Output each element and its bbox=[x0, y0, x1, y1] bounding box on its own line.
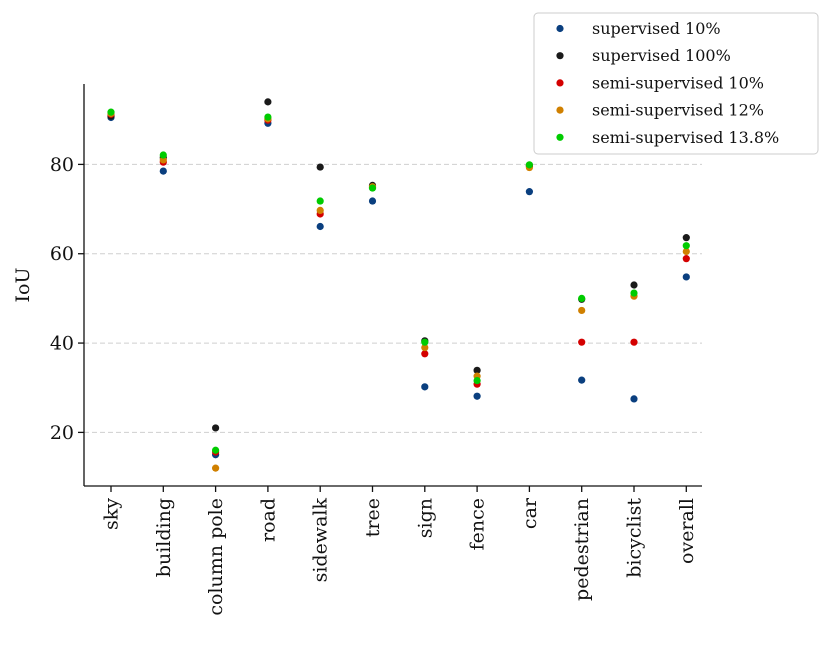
legend-marker bbox=[556, 79, 564, 87]
data-point bbox=[421, 350, 429, 358]
grid-lines bbox=[84, 163, 702, 433]
data-point bbox=[159, 151, 167, 159]
data-point bbox=[682, 273, 690, 281]
data-point bbox=[578, 338, 586, 346]
x-tick-label: pedestrian bbox=[571, 498, 593, 601]
x-tick-label: car bbox=[519, 497, 541, 529]
data-point bbox=[421, 343, 429, 352]
data-point bbox=[630, 338, 638, 346]
data-point bbox=[316, 163, 324, 171]
legend: supervised 10% supervised 100% semi-superv… bbox=[533, 12, 819, 155]
data-point bbox=[578, 376, 586, 384]
y-axis-label: IoU bbox=[12, 268, 34, 303]
x-tick-label: overall bbox=[676, 498, 698, 564]
legend-marker bbox=[556, 24, 564, 33]
legend-label: supervised 100% bbox=[592, 46, 731, 65]
data-point bbox=[107, 108, 115, 116]
x-tick-label: column pole bbox=[205, 498, 227, 616]
data-point bbox=[159, 167, 167, 175]
data-point bbox=[316, 222, 324, 231]
x-tick-label: fence bbox=[467, 498, 489, 550]
data-point bbox=[630, 289, 638, 297]
data-point bbox=[368, 184, 377, 192]
x-tick-label: building bbox=[153, 498, 175, 577]
data-points bbox=[107, 98, 690, 472]
x-tick-label: bicyclist bbox=[624, 498, 646, 578]
axes bbox=[83, 84, 702, 487]
legend-label: semi-supervised 12% bbox=[592, 101, 764, 120]
legend-label: supervised 10% bbox=[592, 19, 721, 38]
data-point bbox=[316, 197, 324, 205]
data-point bbox=[682, 255, 690, 263]
y-tick-label: 80 bbox=[50, 154, 74, 176]
legend-label: semi-supervised 10% bbox=[592, 73, 764, 92]
data-point bbox=[682, 234, 690, 242]
data-point bbox=[578, 306, 586, 315]
data-point bbox=[525, 188, 534, 196]
x-tick-label: sidewalk bbox=[310, 498, 332, 583]
x-ticks: sky building column pole road sidewalk tree si… bbox=[101, 486, 698, 616]
data-point bbox=[212, 464, 220, 472]
data-point bbox=[578, 294, 586, 302]
data-point bbox=[264, 98, 272, 106]
data-point bbox=[316, 206, 324, 215]
legend-box bbox=[533, 12, 819, 155]
data-point bbox=[473, 366, 481, 374]
legend-marker bbox=[556, 133, 564, 141]
data-point bbox=[630, 395, 638, 403]
legend-marker bbox=[556, 52, 564, 60]
legend-label: semi-supervised 13.8% bbox=[592, 128, 779, 147]
y-ticks: 20 40 60 80 bbox=[50, 154, 84, 444]
y-tick-label: 20 bbox=[50, 422, 74, 444]
data-point bbox=[421, 338, 429, 346]
data-point bbox=[212, 424, 220, 432]
data-point bbox=[264, 113, 272, 121]
data-point bbox=[368, 197, 377, 205]
data-point bbox=[212, 446, 220, 454]
x-tick-label: sign bbox=[414, 498, 436, 538]
data-point bbox=[682, 247, 690, 256]
y-tick-label: 40 bbox=[50, 333, 74, 355]
data-point bbox=[473, 392, 481, 400]
data-point bbox=[525, 161, 534, 169]
data-point bbox=[630, 281, 638, 289]
data-point bbox=[473, 376, 481, 385]
y-tick-label: 60 bbox=[50, 243, 74, 265]
data-point bbox=[421, 383, 429, 391]
x-tick-label: road bbox=[257, 498, 279, 542]
x-tick-label: tree bbox=[362, 498, 384, 537]
data-point bbox=[682, 242, 690, 250]
legend-marker bbox=[556, 106, 564, 114]
x-tick-label: sky bbox=[101, 498, 123, 530]
